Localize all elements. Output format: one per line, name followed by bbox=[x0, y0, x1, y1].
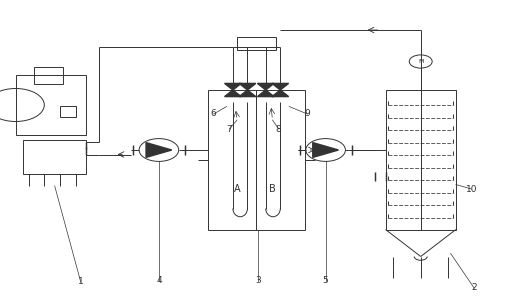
Text: 1: 1 bbox=[78, 278, 84, 286]
Text: 8: 8 bbox=[276, 124, 282, 134]
Text: 9: 9 bbox=[304, 110, 311, 118]
Text: 10: 10 bbox=[466, 184, 477, 194]
Bar bbox=[208, 90, 305, 230]
Text: 7: 7 bbox=[226, 124, 232, 134]
Bar bbox=[16, 75, 86, 135]
Text: 3: 3 bbox=[255, 276, 261, 285]
Polygon shape bbox=[239, 90, 256, 97]
Bar bbox=[386, 90, 456, 230]
Text: 2: 2 bbox=[472, 284, 477, 292]
Text: 6: 6 bbox=[210, 110, 217, 118]
Bar bbox=[60, 106, 76, 117]
Polygon shape bbox=[146, 142, 172, 158]
Text: 5: 5 bbox=[322, 276, 329, 285]
Polygon shape bbox=[225, 83, 241, 90]
Text: 4: 4 bbox=[156, 276, 162, 285]
Text: M: M bbox=[418, 59, 424, 64]
Polygon shape bbox=[257, 83, 274, 90]
Polygon shape bbox=[257, 90, 274, 97]
Bar bbox=[23, 140, 86, 174]
Bar bbox=[34, 68, 63, 84]
Bar bbox=[237, 38, 276, 50]
Polygon shape bbox=[272, 90, 289, 97]
Text: A: A bbox=[234, 184, 240, 194]
Text: B: B bbox=[269, 184, 276, 194]
Polygon shape bbox=[239, 83, 256, 90]
Polygon shape bbox=[272, 83, 289, 90]
Polygon shape bbox=[313, 142, 339, 158]
Polygon shape bbox=[225, 90, 241, 97]
